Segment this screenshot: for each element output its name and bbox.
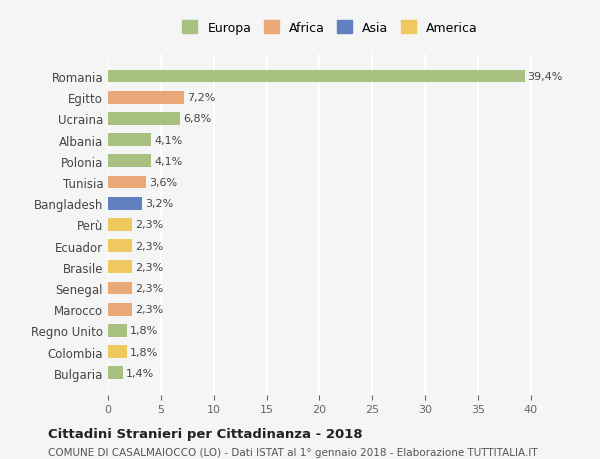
Text: COMUNE DI CASALMAIOCCO (LO) - Dati ISTAT al 1° gennaio 2018 - Elaborazione TUTTI: COMUNE DI CASALMAIOCCO (LO) - Dati ISTAT… (48, 448, 538, 458)
Bar (108, 197, 142, 210)
Legend: Europa, Africa, Asia, America: Europa, Africa, Asia, America (179, 17, 481, 38)
Text: Cittadini Stranieri per Cittadinanza - 2018: Cittadini Stranieri per Cittadinanza - 2… (48, 427, 362, 440)
Text: 1,4%: 1,4% (126, 368, 154, 378)
Bar (108, 218, 133, 231)
Bar (108, 155, 151, 168)
Bar (108, 303, 133, 316)
Bar (108, 240, 133, 252)
Text: 6,8%: 6,8% (183, 114, 211, 124)
Bar (108, 282, 133, 295)
Text: 1,8%: 1,8% (130, 347, 158, 357)
Bar (108, 367, 123, 379)
Text: 1,8%: 1,8% (130, 326, 158, 336)
Text: 2,3%: 2,3% (136, 241, 164, 251)
Text: 4,1%: 4,1% (155, 135, 183, 146)
Bar (108, 134, 151, 147)
Text: 39,4%: 39,4% (527, 72, 563, 82)
Bar (108, 261, 133, 274)
Bar (108, 92, 184, 104)
Text: 4,1%: 4,1% (155, 157, 183, 167)
Bar (108, 176, 146, 189)
Text: 2,3%: 2,3% (136, 304, 164, 314)
Bar (108, 71, 524, 83)
Text: 7,2%: 7,2% (187, 93, 215, 103)
Text: 3,2%: 3,2% (145, 199, 173, 209)
Text: 2,3%: 2,3% (136, 283, 164, 293)
Text: 2,3%: 2,3% (136, 262, 164, 272)
Text: 2,3%: 2,3% (136, 220, 164, 230)
Text: 3,6%: 3,6% (149, 178, 178, 188)
Bar (108, 325, 127, 337)
Bar (108, 113, 180, 125)
Bar (108, 346, 127, 358)
